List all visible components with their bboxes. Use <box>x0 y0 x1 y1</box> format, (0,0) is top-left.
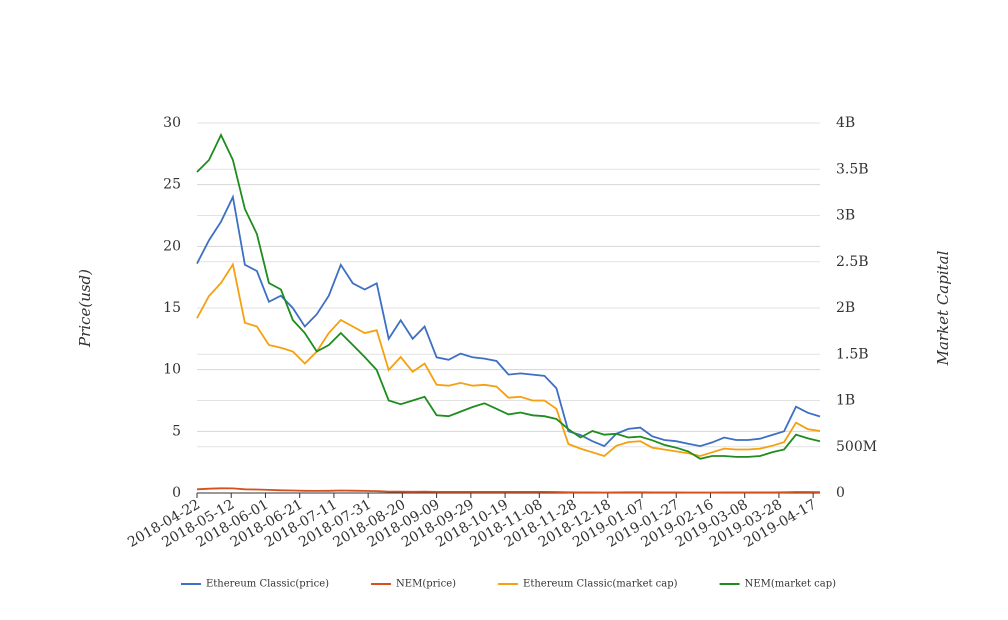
y2-axis-label: Market Capital <box>934 250 952 366</box>
y-tick-label: 0 <box>172 485 181 501</box>
y-tick-label: 25 <box>163 177 181 193</box>
series-line <box>196 487 821 494</box>
y2-tick-label: 3.5B <box>836 161 869 177</box>
y2-tick-label: 2.5B <box>836 254 869 270</box>
y2-tick-label: 2B <box>836 300 855 316</box>
y2-tick-label: 0 <box>836 485 845 501</box>
legend-label: NEM(market cap) <box>745 579 837 590</box>
legend-label: Ethereum Classic(price) <box>206 579 329 590</box>
series-line <box>196 132 821 460</box>
y2-tick-label: 3B <box>836 208 855 224</box>
legend-label: Ethereum Classic(market cap) <box>523 579 678 590</box>
y-tick-label: 20 <box>163 238 181 254</box>
series-line <box>196 194 821 448</box>
y-axis-label: Price(usd) <box>76 269 94 348</box>
series-line <box>196 262 821 458</box>
legend-label: NEM(price) <box>396 579 456 590</box>
legend: Ethereum Classic(price) NEM(price) Ethereu… <box>180 579 837 590</box>
y2-tick-label: 500M <box>836 439 877 455</box>
y-tick-label: 5 <box>172 423 181 439</box>
y2-tick-label: 1B <box>836 393 855 409</box>
y2-tick-label: 1.5B <box>836 346 869 362</box>
y-tick-label: 15 <box>163 300 181 316</box>
y2-tick-label: 4B <box>836 115 855 131</box>
y-tick-label: 10 <box>163 362 181 378</box>
y-tick-label: 30 <box>163 115 181 131</box>
